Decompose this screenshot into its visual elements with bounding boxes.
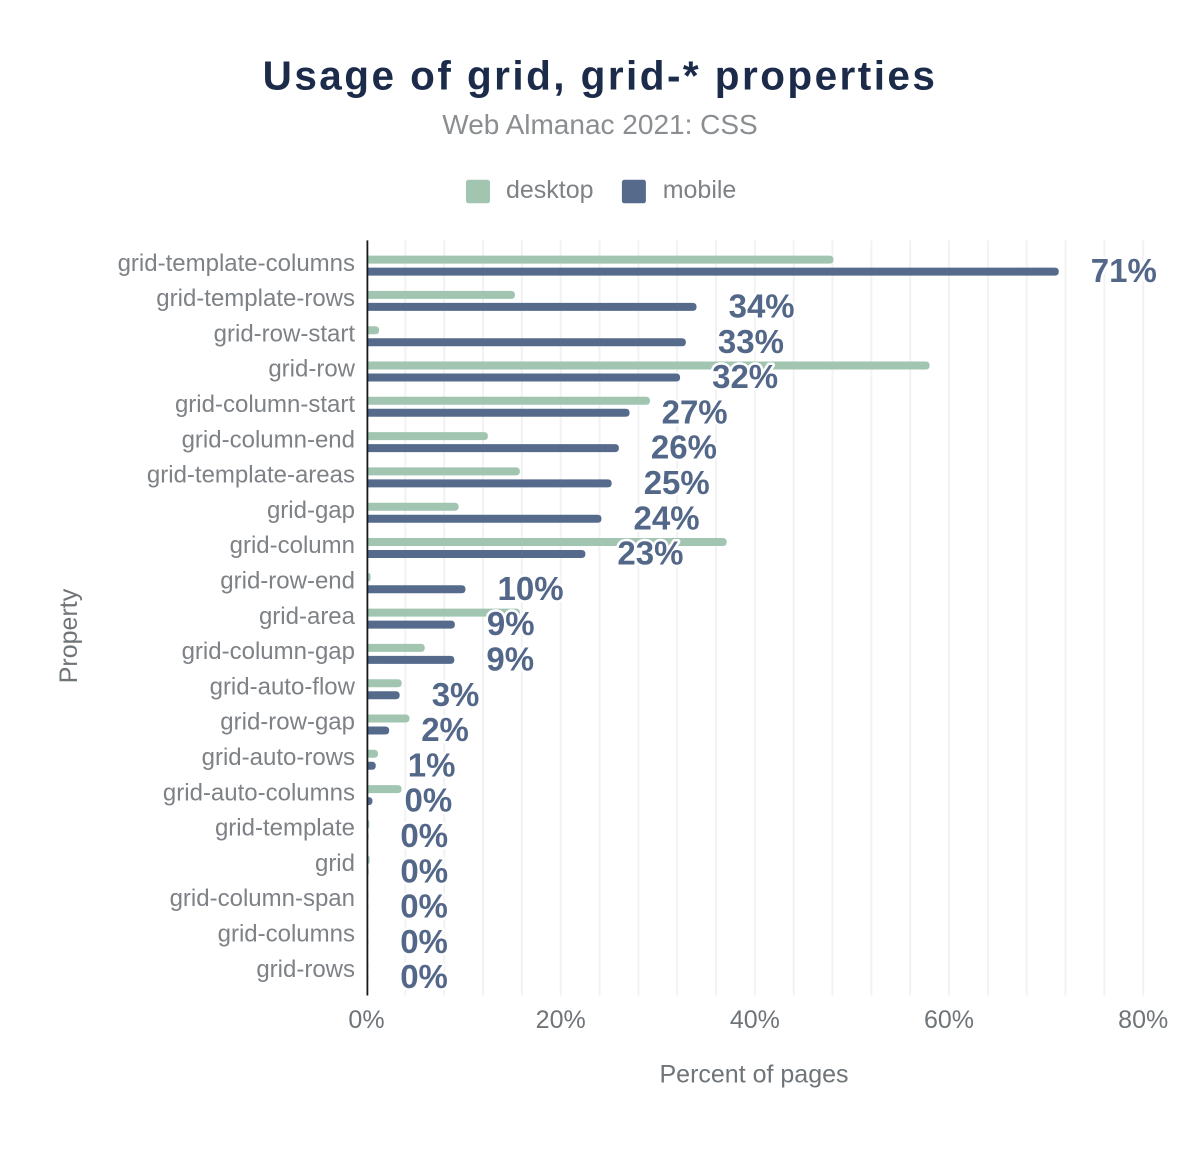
svg-text:grid-column-start: grid-column-start [175, 391, 355, 418]
svg-text:33%: 33% [718, 323, 784, 360]
svg-text:grid-row-end: grid-row-end [220, 568, 355, 595]
svg-text:80%: 80% [1118, 1006, 1168, 1034]
svg-text:grid-template-columns: grid-template-columns [118, 250, 355, 277]
svg-text:0%: 0% [400, 817, 448, 854]
svg-text:0%: 0% [400, 923, 448, 960]
svg-text:grid-columns: grid-columns [218, 921, 355, 948]
svg-text:40%: 40% [730, 1006, 780, 1034]
svg-text:27%: 27% [662, 393, 728, 430]
svg-text:grid-row-gap: grid-row-gap [220, 709, 355, 736]
svg-text:0%: 0% [400, 852, 448, 889]
svg-text:71%: 71% [1091, 252, 1157, 289]
svg-text:grid-rows: grid-rows [256, 956, 355, 983]
svg-text:Usage of grid, grid-* properti: Usage of grid, grid-* properties [263, 53, 938, 99]
svg-text:grid-row-start: grid-row-start [214, 320, 356, 347]
svg-text:Property: Property [55, 588, 83, 683]
svg-text:25%: 25% [644, 464, 710, 501]
svg-text:grid-column-span: grid-column-span [170, 885, 355, 912]
svg-text:grid-auto-rows: grid-auto-rows [202, 744, 355, 771]
svg-text:26%: 26% [651, 429, 717, 466]
svg-text:1%: 1% [408, 746, 456, 783]
svg-text:grid-auto-columns: grid-auto-columns [163, 779, 355, 806]
svg-text:grid-template: grid-template [215, 815, 355, 842]
svg-text:0%: 0% [400, 888, 448, 925]
svg-text:grid-template-areas: grid-template-areas [147, 462, 355, 489]
svg-text:10%: 10% [498, 570, 564, 607]
svg-text:32%: 32% [712, 358, 778, 395]
svg-text:grid-column-gap: grid-column-gap [182, 638, 355, 665]
svg-text:3%: 3% [432, 676, 480, 713]
svg-text:grid-area: grid-area [259, 603, 356, 630]
svg-text:2%: 2% [421, 711, 469, 748]
svg-text:Percent of pages: Percent of pages [659, 1061, 848, 1089]
svg-text:24%: 24% [634, 499, 700, 536]
svg-text:0%: 0% [405, 782, 453, 819]
svg-text:grid-gap: grid-gap [267, 497, 355, 524]
svg-text:grid-column-end: grid-column-end [182, 426, 355, 453]
svg-text:desktop: desktop [506, 176, 594, 204]
svg-text:20%: 20% [536, 1006, 586, 1034]
svg-text:grid-auto-flow: grid-auto-flow [210, 673, 356, 700]
svg-text:9%: 9% [487, 605, 535, 642]
svg-text:Web Almanac 2021: CSS: Web Almanac 2021: CSS [442, 109, 757, 140]
svg-text:9%: 9% [486, 641, 534, 678]
svg-text:grid: grid [315, 850, 355, 877]
svg-text:grid-template-rows: grid-template-rows [156, 285, 355, 312]
svg-text:grid-row: grid-row [268, 356, 355, 383]
svg-text:23%: 23% [617, 535, 683, 572]
svg-text:34%: 34% [729, 288, 795, 325]
svg-text:grid-column: grid-column [230, 532, 355, 559]
svg-text:60%: 60% [924, 1006, 974, 1034]
svg-text:0%: 0% [348, 1006, 384, 1034]
svg-text:mobile: mobile [663, 176, 737, 204]
svg-text:0%: 0% [400, 958, 448, 995]
